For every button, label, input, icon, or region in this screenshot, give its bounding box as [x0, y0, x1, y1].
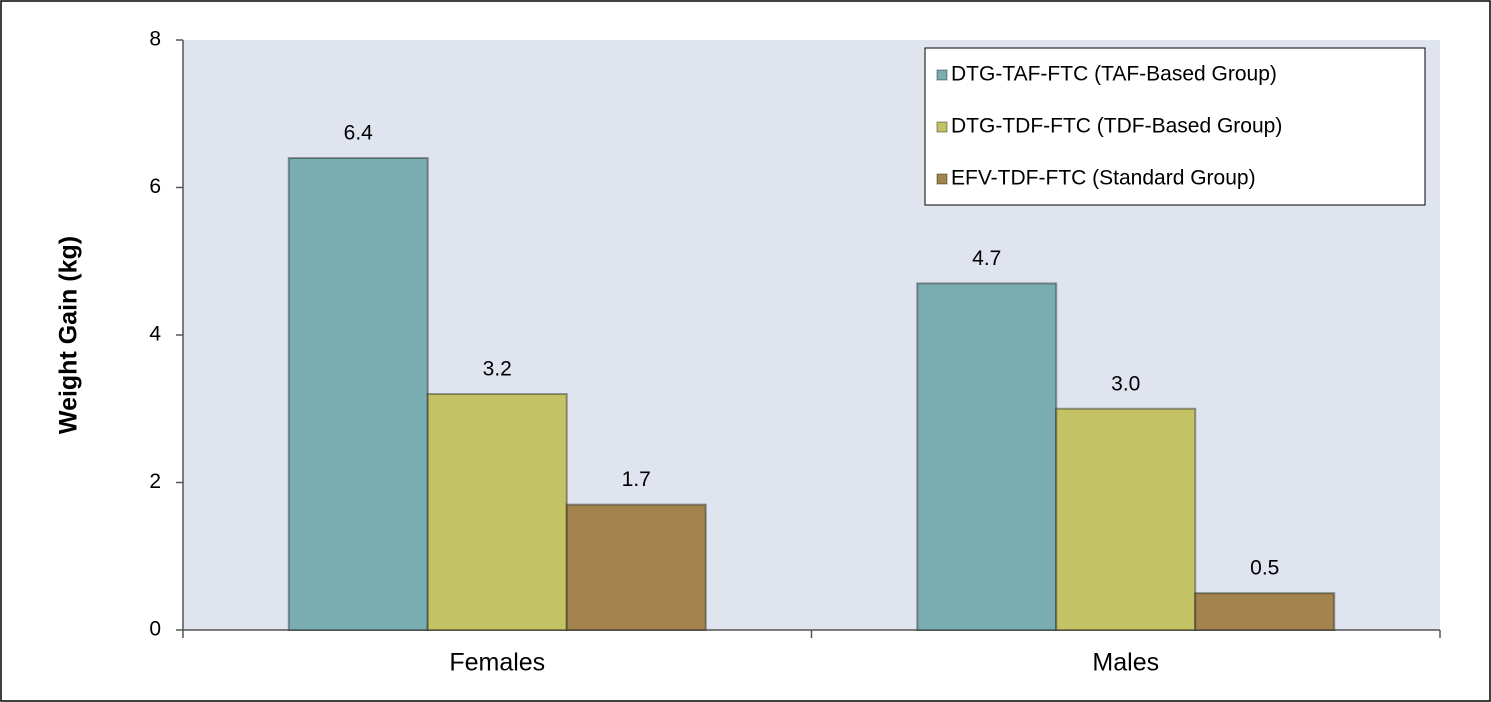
bar	[1055, 407, 1197, 631]
bar	[916, 282, 1058, 631]
value-label: 4.7	[972, 247, 1001, 270]
bar	[1194, 592, 1336, 631]
legend-box	[924, 47, 1426, 206]
y-tick-label: 4	[149, 323, 161, 346]
legend-label: EFV-TDF-FTC (Standard Group)	[951, 167, 1256, 190]
legend-label: DTG-TAF-FTC (TAF-Based Group)	[951, 63, 1277, 86]
value-label: 1.7	[622, 468, 651, 491]
legend-swatch	[936, 173, 948, 185]
x-tick-label: Males	[1092, 649, 1159, 677]
bar	[287, 157, 429, 631]
value-label: 0.5	[1250, 557, 1279, 580]
value-label: 3.0	[1111, 372, 1140, 395]
y-tick-label: 0	[149, 618, 161, 641]
x-tick-label: Females	[449, 649, 545, 677]
y-tick-label: 6	[149, 175, 161, 198]
bar	[565, 503, 707, 631]
value-label: 6.4	[344, 122, 374, 145]
y-tick-label: 2	[149, 470, 161, 493]
value-label: 3.2	[483, 358, 512, 381]
legend-label: DTG-TDF-FTC (TDF-Based Group)	[951, 115, 1282, 138]
y-tick-label: 8	[149, 28, 161, 51]
bar	[426, 393, 568, 631]
y-axis-label: Weight Gain (kg)	[55, 236, 83, 434]
legend-swatch	[936, 69, 948, 81]
legend-swatch	[936, 121, 948, 133]
